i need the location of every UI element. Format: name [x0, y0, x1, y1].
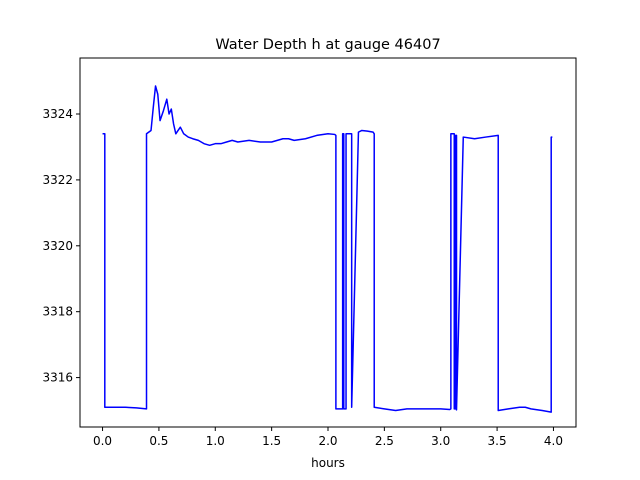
- x-axis-label: hours: [311, 456, 345, 470]
- x-tick-label: 3.5: [488, 434, 507, 448]
- x-axis: 0.0 0.5 1.0 1.5 2.0 2.5 3.0 3.5 4.0: [93, 427, 563, 448]
- series-line-0: [102, 85, 553, 413]
- y-tick-label: 3320: [42, 239, 73, 253]
- x-tick-label: 1.0: [206, 434, 225, 448]
- y-tick-label: 3318: [42, 305, 73, 319]
- y-tick-label: 3316: [42, 371, 73, 385]
- x-tick-label: 1.5: [262, 434, 281, 448]
- chart-title: Water Depth h at gauge 46407: [215, 37, 440, 53]
- y-axis: 3316 3318 3320 3322 3324: [42, 107, 80, 385]
- x-tick-label: 2.5: [375, 434, 394, 448]
- plot-area: [79, 57, 577, 428]
- plot-frame: [79, 57, 577, 428]
- x-tick-label: 4.0: [544, 434, 563, 448]
- x-tick-label: 2.0: [318, 434, 337, 448]
- x-tick-label: 3.0: [431, 434, 450, 448]
- y-tick-label: 3324: [42, 107, 73, 121]
- x-tick-label: 0.0: [93, 434, 112, 448]
- x-tick-label: 0.5: [149, 434, 168, 448]
- y-tick-label: 3322: [42, 173, 73, 187]
